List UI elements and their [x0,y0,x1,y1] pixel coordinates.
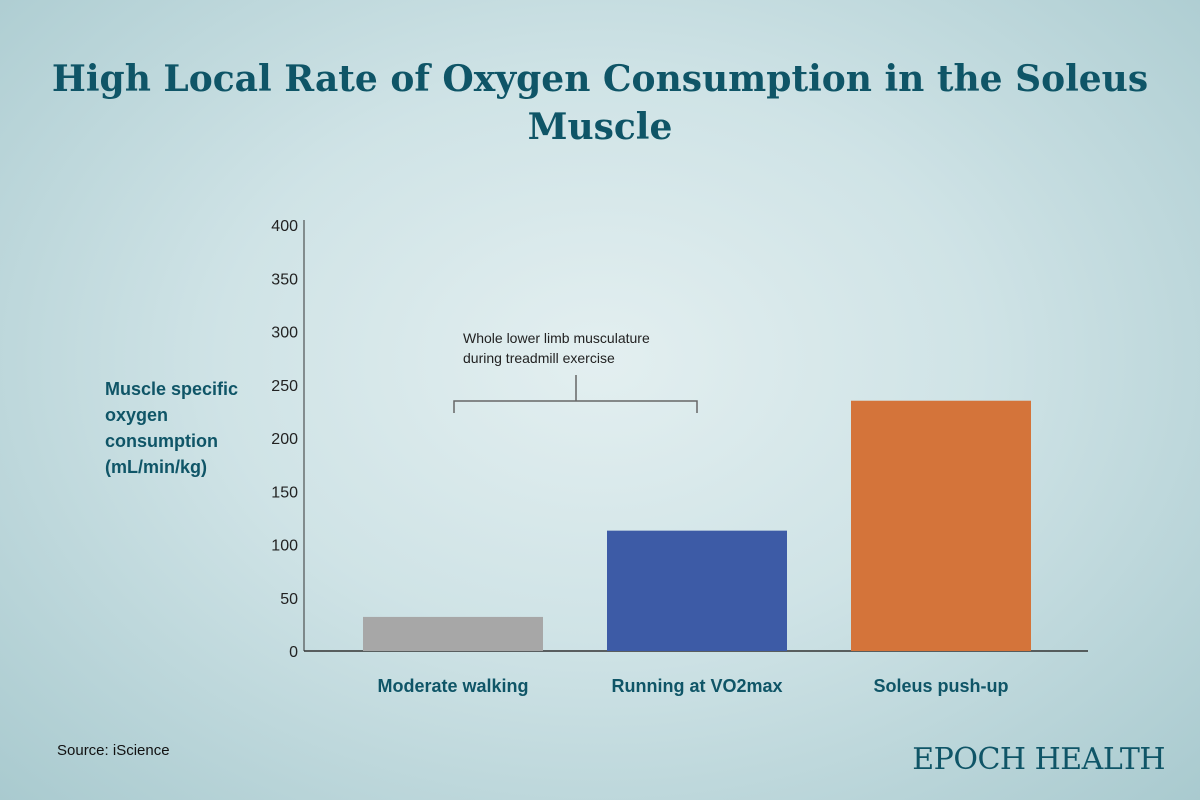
bar-2 [851,400,1031,651]
source-note: Source: iScience [57,742,170,759]
y-axis-label: Muscle specific oxygen consumption (mL/m… [105,379,239,477]
y-tick-label: 100 [271,538,298,555]
y-tick-label: 400 [271,218,298,235]
y-tick-label: 150 [271,484,298,501]
annotation-text: during treadmill exercise [463,350,615,366]
y-tick-label: 200 [271,431,298,448]
y-tick-label: 0 [289,644,298,661]
bar-1 [607,530,787,651]
x-tick-label: Running at VO2max [611,676,782,696]
y-tick-label: 300 [271,325,298,342]
x-tick-label: Soleus push-up [874,676,1009,696]
annotation-text: Whole lower limb musculature [463,330,650,346]
epoch-health-logo: EPOCH HEALTH [912,742,1165,777]
y-tick-label: 350 [271,271,298,288]
chart-title: High Local Rate of Oxygen Consumption in… [51,58,1149,148]
y-tick-label: 250 [271,378,298,395]
x-tick-label: Moderate walking [377,676,528,696]
annotation-bracket [453,375,698,413]
bar-0 [363,616,543,651]
y-tick-label: 50 [280,591,298,608]
